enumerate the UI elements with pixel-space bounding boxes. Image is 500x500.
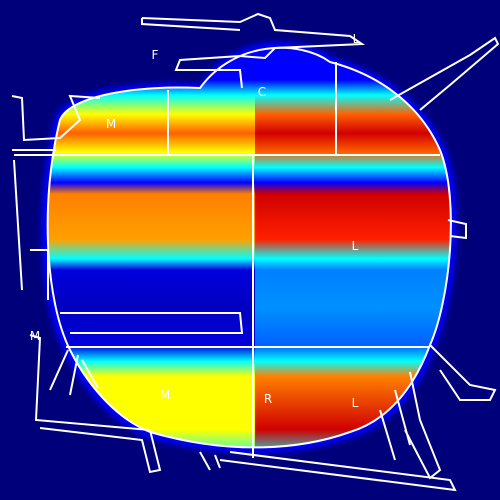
label-l-right: L xyxy=(351,239,359,253)
heat-left xyxy=(47,80,255,448)
label-m-bottom: M xyxy=(159,388,171,402)
label-l-top: L xyxy=(352,32,360,46)
label-m-upper: M xyxy=(105,117,117,131)
room-divider-notch xyxy=(60,312,244,334)
label-m-side: M xyxy=(29,329,41,343)
left-corridor-outline xyxy=(11,94,101,300)
heat-right xyxy=(255,80,451,448)
right-stub-outline xyxy=(447,219,467,240)
lower-right-corridor-outline xyxy=(199,344,497,492)
upper-right-corridor-outline xyxy=(389,36,500,111)
top-corridor-outline xyxy=(141,12,366,89)
label-f: F xyxy=(151,48,159,62)
label-l-bottom: L xyxy=(351,396,359,410)
floorplan-outline xyxy=(11,12,500,492)
lower-left-corridor-outline xyxy=(29,334,162,474)
label-r-bottom: R xyxy=(263,392,273,406)
label-c: C xyxy=(257,85,267,99)
heatmap-bands xyxy=(47,80,451,448)
